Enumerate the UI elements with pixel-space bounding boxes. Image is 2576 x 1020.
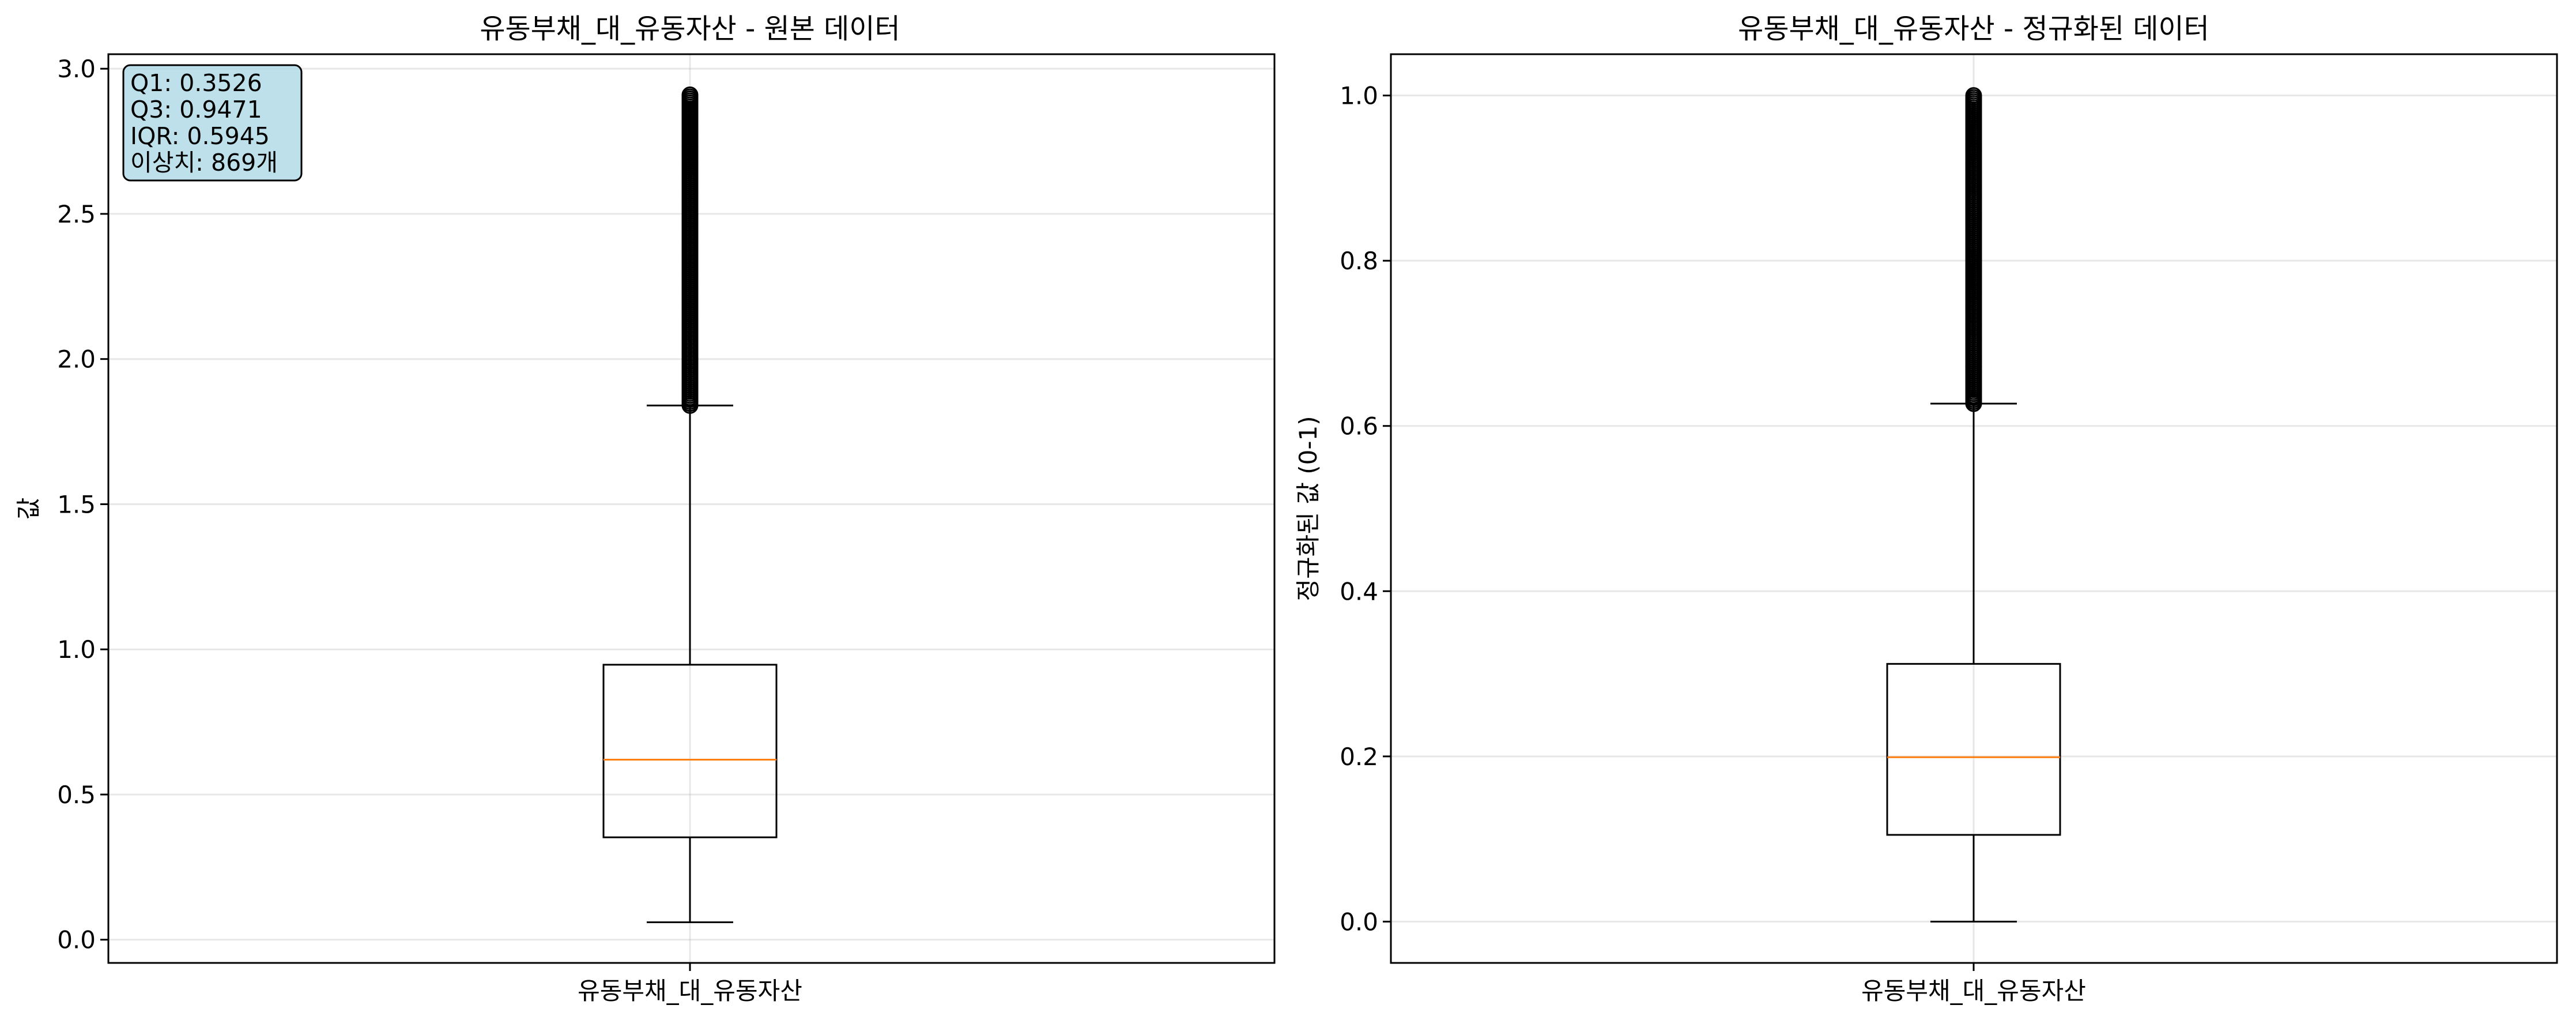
right-y-tick-label: 0.8 [1340,247,1378,275]
right-chart-title: 유동부채_대_유동자산 - 정규화된 데이터 [1738,13,2209,45]
right-y-axis-ticks: 0.0 0.2 0.4 0.6 0.8 1.0 [1340,82,1391,936]
left-box-plot [602,86,778,924]
right-y-tick-label: 0.2 [1340,743,1378,771]
stats-iqr-line: IQR: 0.5945 [130,122,270,150]
left-y-tick-label: 0.0 [57,926,96,954]
left-y-tick-label: 2.5 [57,200,96,228]
right-x-tick-label: 유동부채_대_유동자산 [1861,977,2086,1005]
right-y-tick-label: 0.6 [1340,412,1378,441]
left-y-tick-label: 0.5 [57,781,96,809]
right-y-tick-label: 0.4 [1340,577,1378,605]
left-outlier-point [681,86,699,103]
left-y-tick-label: 3.0 [57,55,96,83]
stats-box-background [122,64,303,182]
right-outlier-point [1965,87,1982,104]
right-iqr-box [1886,663,2061,836]
left-y-tick-label: 1.5 [57,490,96,518]
stats-outlier-count-line: 이상치: 869개 [130,149,278,176]
left-chart-title: 유동부채_대_유동자산 - 원본 데이터 [480,13,900,45]
left-x-tick-label: 유동부채_대_유동자산 [578,977,802,1005]
left-y-axis-label: 값 [14,498,43,520]
right-boxplot-panel: 유동부채_대_유동자산 - 정규화된 데이터 0.0 0.2 0.4 0.6 0.8 1.… [1294,13,2558,1005]
left-y-axis-ticks: 0.0 0.5 1.0 1.5 2.0 2.5 3.0 [57,55,108,954]
left-plot-frame [107,53,1276,964]
right-box-plot [1886,87,2061,923]
left-boxplot-panel: 유동부채_대_유동자산 - 원본 데이터 0.0 0.5 1.0 1.5 2.0 2.5 3… [14,13,1276,1005]
stats-q3-line: Q3: 0.9471 [130,96,262,123]
left-iqr-box [602,664,778,838]
left-y-tick-label: 2.0 [57,345,96,374]
stats-q1-line: Q1: 0.3526 [130,69,262,97]
right-y-tick-label: 1.0 [1340,82,1378,110]
left-y-tick-label: 1.0 [57,635,96,664]
right-y-axis-label: 정규화된 값 (0-1) [1294,416,1322,601]
right-y-tick-label: 0.0 [1340,908,1378,936]
left-stats-annotation: Q1: 0.3526 Q3: 0.9471 IQR: 0.5945 이상치: 8… [122,64,303,182]
